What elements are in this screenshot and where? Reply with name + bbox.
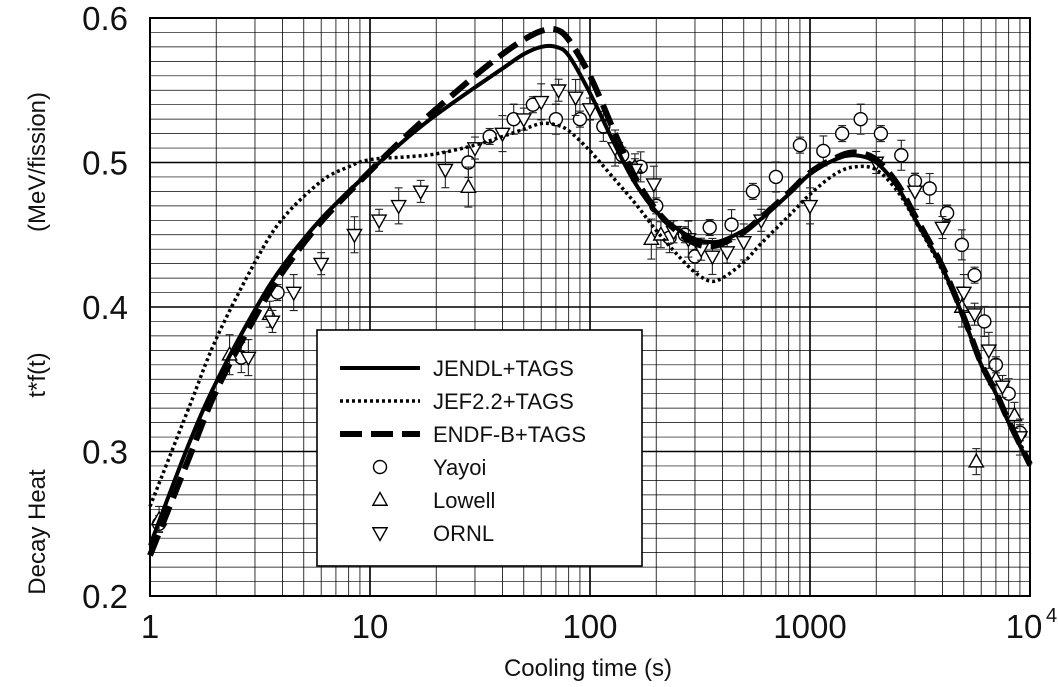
data-point xyxy=(967,452,985,468)
data-point xyxy=(645,178,663,194)
data-point xyxy=(718,246,736,262)
data-point xyxy=(581,103,599,118)
legend: JENDL+TAGS JEF2.2+TAGS ENDF-B+TAGS Yayoi Low… xyxy=(316,329,643,567)
legend-label-endf-b-tags: ENDF-B+TAGS xyxy=(433,422,586,447)
x-tick-label: 1 xyxy=(141,608,159,645)
data-point xyxy=(922,181,937,196)
data-point xyxy=(240,351,257,367)
data-point xyxy=(482,129,497,144)
data-point xyxy=(412,185,430,201)
data-point xyxy=(390,199,407,215)
x-axis-title: Cooling time (s) xyxy=(504,655,672,682)
data-point xyxy=(967,268,982,283)
legend-label-lowell: Lowell xyxy=(433,488,495,513)
data-point xyxy=(550,84,567,100)
legend-label-yayoi: Yayoi xyxy=(433,455,486,480)
y-axis-title: Decay Heat t*f(t) (MeV/fission) xyxy=(24,92,51,595)
data-point xyxy=(834,126,850,141)
data-point xyxy=(966,308,983,324)
data-point xyxy=(934,221,951,237)
data-point xyxy=(954,237,970,253)
data-point xyxy=(532,95,550,111)
axis-ticks: 0.20.30.40.50.61 10 100 1000 10 4 xyxy=(82,0,1057,645)
data-point xyxy=(264,315,281,331)
x-tick-label: 10 xyxy=(1006,608,1043,645)
data-point xyxy=(437,163,454,179)
data-point xyxy=(724,217,739,232)
data-point xyxy=(515,113,533,129)
data-point xyxy=(370,214,388,230)
y-tick-label: 0.3 xyxy=(82,434,128,471)
legend-label-ornl: ORNL xyxy=(433,521,494,546)
y-tick-label: 0.2 xyxy=(82,578,128,615)
series-layer xyxy=(147,25,1033,557)
data-point xyxy=(873,126,889,141)
data-point xyxy=(816,143,831,159)
data-point xyxy=(346,228,363,244)
data-point xyxy=(1006,406,1023,422)
data-point xyxy=(801,199,819,215)
y-tick-label: 0.4 xyxy=(82,289,128,326)
data-point xyxy=(977,314,992,329)
data-point xyxy=(980,344,998,360)
series-line-endf-b-tags xyxy=(147,25,1033,557)
data-point xyxy=(955,286,973,302)
data-point xyxy=(704,250,721,266)
legend-label-jef2-2-tags: JEF2.2+TAGS xyxy=(433,389,574,414)
x-tick-label: 10 xyxy=(352,608,389,645)
data-point xyxy=(894,148,909,163)
legend-label-jendl-tags: JENDL+TAGS xyxy=(433,356,574,381)
data-point xyxy=(735,236,753,251)
data-point xyxy=(285,286,303,302)
data-point xyxy=(906,185,924,201)
data-point xyxy=(548,111,564,127)
legend-swatch-lowell xyxy=(371,491,389,506)
legend-swatch-ornl xyxy=(371,527,389,542)
data-point xyxy=(745,184,761,199)
legend-swatch-yayoi xyxy=(372,459,388,475)
x-tick-exponent: 4 xyxy=(1046,605,1057,627)
plot-frame xyxy=(149,17,1031,597)
y-tick-label: 0.6 xyxy=(82,0,128,37)
y-tick-label: 0.5 xyxy=(82,145,128,182)
x-tick-label: 1000 xyxy=(773,608,846,645)
y-axis-title-part-1: Decay Heat xyxy=(24,469,51,595)
data-point xyxy=(853,111,868,127)
data-point xyxy=(460,178,477,194)
y-axis-title-part-3: (MeV/fission) xyxy=(24,92,51,232)
data-point xyxy=(994,380,1011,396)
data-point xyxy=(702,220,717,235)
data-point xyxy=(567,91,584,107)
data-point xyxy=(768,169,784,185)
x-tick-label: 100 xyxy=(562,608,617,645)
data-point xyxy=(792,137,808,153)
data-point xyxy=(312,257,330,273)
y-axis-title-part-2: t*f(t) xyxy=(24,352,51,397)
